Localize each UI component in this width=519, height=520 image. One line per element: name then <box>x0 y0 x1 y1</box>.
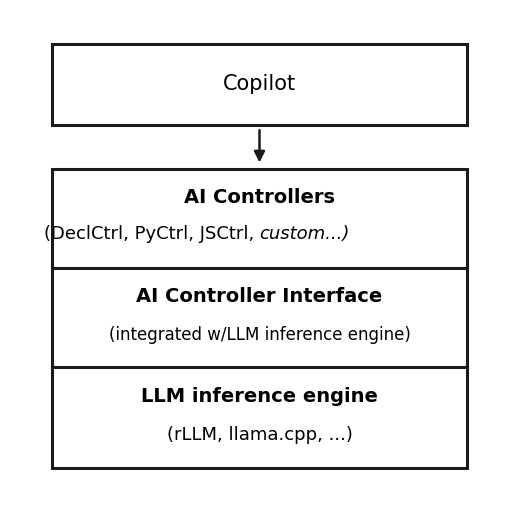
Text: AI Controller Interface: AI Controller Interface <box>136 287 383 306</box>
Text: (rLLM, llama.cpp, ...): (rLLM, llama.cpp, ...) <box>167 426 352 445</box>
Text: AI Controllers: AI Controllers <box>184 188 335 207</box>
Bar <box>52 44 467 125</box>
Text: Copilot: Copilot <box>223 74 296 95</box>
Text: (integrated w/LLM inference engine): (integrated w/LLM inference engine) <box>108 327 411 344</box>
Text: (DeclCtrl, PyCtrl, JSCtrl, custom...): (DeclCtrl, PyCtrl, JSCtrl, custom...) <box>0 519 1 520</box>
Text: LLM inference engine: LLM inference engine <box>141 387 378 406</box>
Text: (DeclCtrl, PyCtrl, JSCtrl,: (DeclCtrl, PyCtrl, JSCtrl, <box>44 225 260 243</box>
Text: custom...): custom...) <box>260 225 350 243</box>
Bar <box>52 169 467 468</box>
